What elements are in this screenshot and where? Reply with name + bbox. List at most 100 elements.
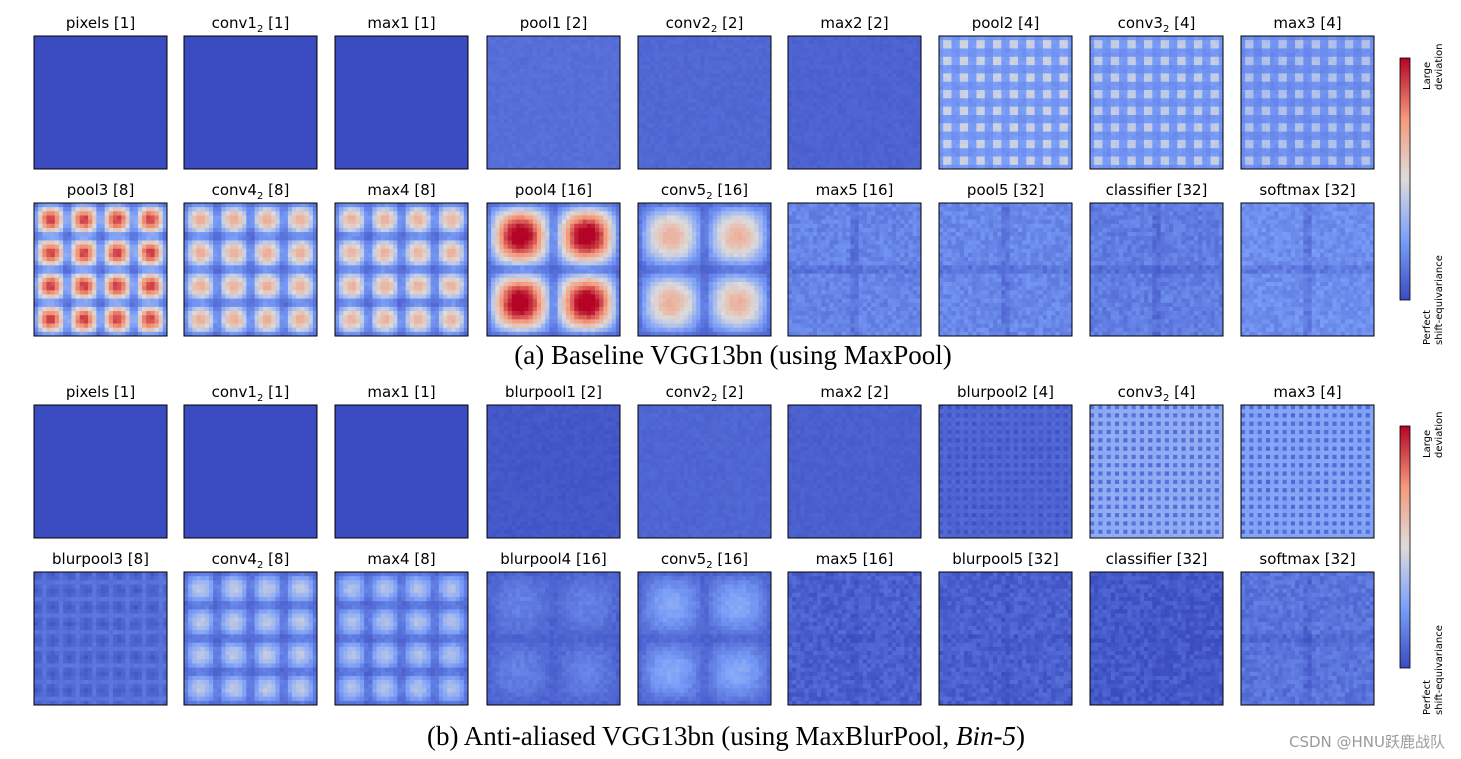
heatmap-cell: [142, 152, 147, 157]
heatmap-cell: [654, 77, 660, 83]
heatmap-cell: [162, 81, 168, 87]
heatmap-cell: [50, 77, 56, 83]
heatmap-cell: [380, 110, 386, 116]
heatmap-cell: [511, 60, 517, 66]
heatmap-cell: [200, 164, 206, 170]
heatmap-cell: [532, 114, 538, 120]
heatmap-cell: [34, 106, 39, 112]
heatmap-cell: [188, 131, 193, 137]
heatmap-cell: [213, 131, 218, 137]
heatmap-cell: [746, 110, 751, 116]
heatmap-cell: [679, 40, 685, 45]
heatmap-cell: [553, 90, 559, 95]
heatmap-cell: [561, 160, 567, 166]
heatmap-cell: [213, 36, 218, 41]
heatmap-cell: [258, 131, 264, 137]
heatmap-cell: [117, 44, 122, 49]
heatmap-cell: [754, 139, 759, 145]
heatmap-cell: [50, 144, 56, 149]
heatmap-cell: [574, 144, 579, 149]
heatmap-cell: [599, 114, 604, 120]
heatmap-cell: [532, 52, 538, 58]
heatmap-cell: [154, 90, 160, 95]
heatmap-cell: [204, 152, 210, 157]
heatmap-cell: [582, 77, 588, 83]
heatmap-cell: [528, 40, 534, 45]
heatmap-cell: [426, 69, 431, 74]
heatmap-cell: [393, 152, 398, 157]
heatmap-cell: [586, 152, 592, 157]
heatmap-cell: [275, 152, 280, 157]
heatmap-cell: [112, 106, 118, 112]
heatmap-cell: [549, 77, 554, 83]
heatmap-cell: [359, 85, 365, 91]
heatmap-cell: [96, 81, 101, 87]
heatmap-cell: [75, 94, 81, 99]
heatmap-cell: [545, 123, 550, 128]
heatmap-cell: [254, 110, 260, 116]
heatmap-cell: [262, 123, 268, 128]
heatmap-cell: [238, 60, 243, 66]
heatmap-cell: [422, 77, 427, 83]
heatmap-cell: [443, 85, 448, 91]
heatmap-cell: [393, 164, 398, 170]
heatmap-cell: [50, 152, 56, 157]
heatmap-cell: [459, 110, 465, 116]
heatmap-cell: [88, 85, 93, 91]
heatmap-cell: [553, 85, 559, 91]
heatmap-cell: [258, 40, 264, 45]
heatmap-cell: [721, 131, 726, 137]
heatmap-cell: [100, 110, 106, 116]
heatmap-cell: [683, 94, 689, 99]
heatmap-cell: [312, 156, 318, 162]
heatmap-cell: [254, 69, 260, 74]
heatmap-cell: [283, 52, 289, 58]
heatmap-cell: [129, 114, 135, 120]
heatmap-cell: [258, 52, 264, 58]
heatmap-cell: [275, 114, 280, 120]
heatmap-cell: [200, 56, 206, 62]
heatmap-cell: [267, 48, 272, 53]
heatmap-cell: [233, 40, 239, 45]
heatmap-cell: [557, 60, 563, 66]
heatmap-cell: [351, 56, 357, 62]
heatmap-cell: [658, 44, 664, 49]
heatmap-cell: [96, 98, 101, 103]
heatmap-cell: [696, 40, 701, 45]
heatmap-cell: [516, 69, 521, 74]
heatmap-cell: [196, 139, 201, 145]
heatmap-cell: [335, 40, 340, 45]
heatmap-cell: [516, 123, 521, 128]
heatmap-cell: [545, 164, 550, 170]
heatmap-cell: [413, 106, 419, 112]
heatmap-cell: [422, 106, 427, 112]
heatmap-cell: [67, 56, 72, 62]
heatmap-cell: [46, 40, 51, 45]
heatmap-cell: [343, 77, 348, 83]
heatmap-cell: [296, 102, 301, 108]
heatmap-cell: [574, 94, 579, 99]
heatmap-cell: [389, 48, 394, 53]
heatmap-cell: [142, 135, 147, 141]
heatmap-cell: [590, 114, 596, 120]
heatmap-cell: [108, 148, 114, 153]
heatmap-cell: [142, 48, 147, 53]
heatmap-cell: [150, 73, 155, 78]
heatmap-cell: [304, 69, 310, 74]
heatmap-cell: [696, 144, 701, 149]
heatmap-cell: [741, 44, 747, 49]
heatmap-cell: [528, 119, 534, 124]
heatmap-cell: [746, 48, 751, 53]
heatmap-cell: [570, 77, 575, 83]
heatmap-cell: [225, 102, 231, 108]
heatmap-cell: [716, 77, 722, 83]
heatmap-cell: [242, 48, 247, 53]
heatmap-cell: [599, 164, 604, 170]
heatmap-cell: [75, 119, 81, 124]
heatmap-cell: [188, 40, 193, 45]
heatmap-cell: [650, 85, 655, 91]
heatmap-cell: [536, 156, 542, 162]
heatmap-cell: [561, 69, 567, 74]
heatmap-cell: [258, 110, 264, 116]
heatmap-cell: [708, 56, 714, 62]
